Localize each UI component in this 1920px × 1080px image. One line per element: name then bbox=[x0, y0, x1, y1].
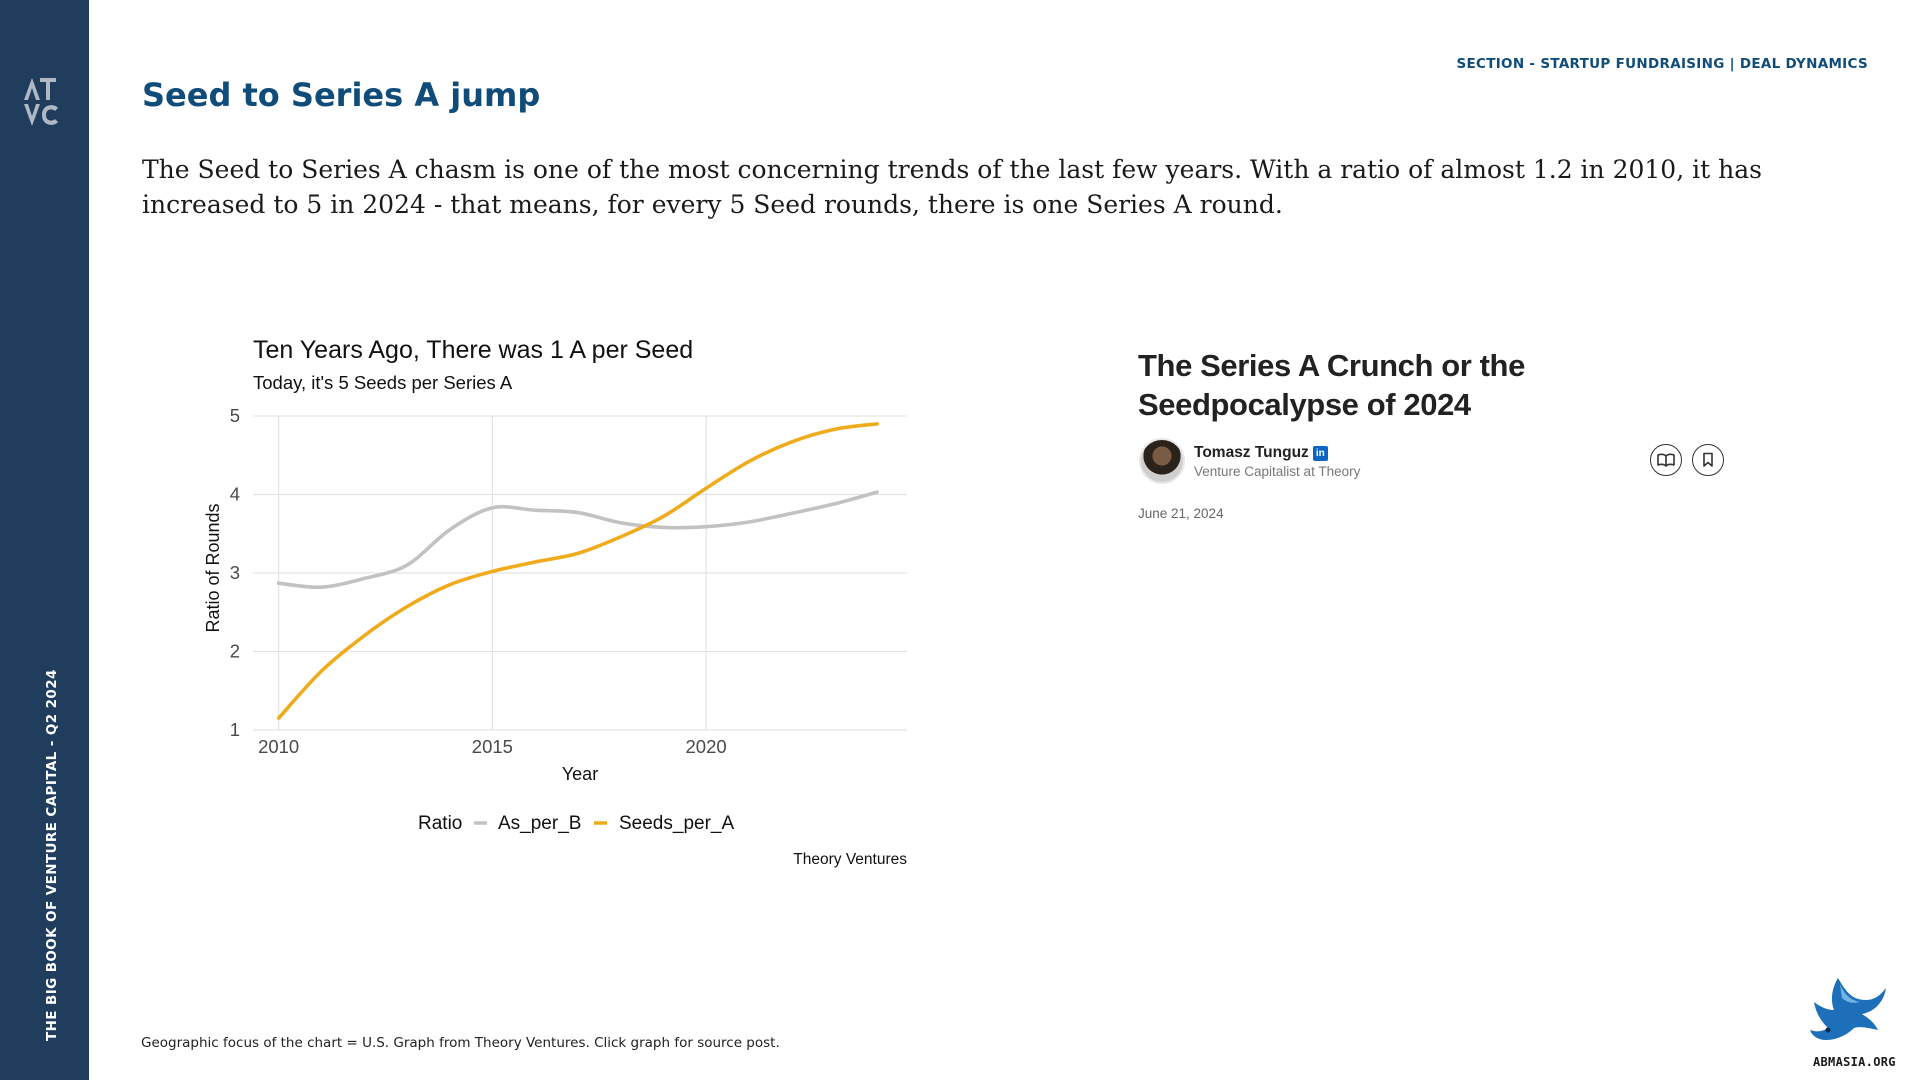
y-tick-label: 2 bbox=[230, 641, 240, 662]
site-mark: ABMASIA.ORG bbox=[1813, 1055, 1896, 1069]
chart-caption: Theory Ventures bbox=[793, 851, 907, 868]
chart-subtitle: Today, it's 5 Seeds per Series A bbox=[253, 372, 513, 393]
ratio-chart[interactable]: 1 2 3 4 5 2010 2015 2020 Ten Years Ago, There w… bbox=[196, 330, 916, 880]
sidebar: THE BIG BOOK OF VENTURE CAPITAL - Q2 202… bbox=[0, 0, 89, 1080]
atvc-logo[interactable] bbox=[20, 74, 64, 130]
ratio-chart-svg[interactable]: 1 2 3 4 5 2010 2015 2020 Ten Years Ago, There w… bbox=[196, 330, 916, 880]
author-avatar[interactable] bbox=[1139, 438, 1185, 484]
y-tick-label: 1 bbox=[230, 719, 240, 740]
x-tick-label: 2010 bbox=[258, 736, 299, 757]
series-line-seeds-per-a bbox=[276, 422, 879, 721]
article-card[interactable]: The Series A Crunch or the Seedpocalypse… bbox=[1130, 340, 1750, 540]
x-tick-label: 2015 bbox=[472, 736, 513, 757]
y-tick-label: 5 bbox=[230, 405, 240, 426]
author-name[interactable]: Tomasz Tunguz bbox=[1194, 444, 1309, 461]
bookmark-icon bbox=[1703, 452, 1713, 467]
open-book-icon bbox=[1657, 453, 1675, 467]
reader-mode-button[interactable] bbox=[1650, 444, 1682, 476]
author-role: Venture Capitalist at Theory bbox=[1194, 464, 1361, 479]
chart-grid bbox=[253, 415, 907, 731]
legend-label-as-per-b: As_per_B bbox=[498, 813, 581, 834]
publish-date: June 21, 2024 bbox=[1138, 506, 1224, 521]
series-line-as-per-b bbox=[276, 490, 879, 590]
chart-xlabel: Year bbox=[562, 764, 598, 784]
chart-series bbox=[276, 422, 879, 721]
page-title: Seed to Series A jump bbox=[142, 76, 541, 114]
linkedin-icon[interactable]: in bbox=[1312, 446, 1328, 461]
footnote: Geographic focus of the chart = U.S. Gra… bbox=[141, 1035, 780, 1051]
chart-axes: 1 2 3 4 5 2010 2015 2020 bbox=[230, 405, 727, 757]
eagle-logo bbox=[1808, 970, 1888, 1050]
y-tick-label: 3 bbox=[230, 562, 240, 583]
article-title[interactable]: The Series A Crunch or the Seedpocalypse… bbox=[1138, 348, 1525, 422]
x-tick-label: 2020 bbox=[686, 736, 727, 757]
report-vertical-label: THE BIG BOOK OF VENTURE CAPITAL - Q2 202… bbox=[44, 669, 60, 1041]
chart-title: Ten Years Ago, There was 1 A per Seed bbox=[253, 336, 693, 364]
bookmark-button[interactable] bbox=[1692, 444, 1724, 476]
intro-paragraph: The Seed to Series A chasm is one of the… bbox=[142, 155, 1762, 219]
legend-title: Ratio bbox=[418, 813, 462, 834]
legend-label-seeds-per-a: Seeds_per_A bbox=[619, 813, 734, 834]
chart-ylabel: Ratio of Rounds bbox=[203, 503, 223, 632]
section-label: SECTION - STARTUP FUNDRAISING | DEAL DYN… bbox=[1456, 56, 1868, 72]
chart-legend: Ratio As_per_B Seeds_per_A bbox=[418, 813, 734, 834]
y-tick-label: 4 bbox=[230, 484, 240, 505]
author-name-row[interactable]: Tomasz Tunguz in bbox=[1194, 444, 1328, 462]
